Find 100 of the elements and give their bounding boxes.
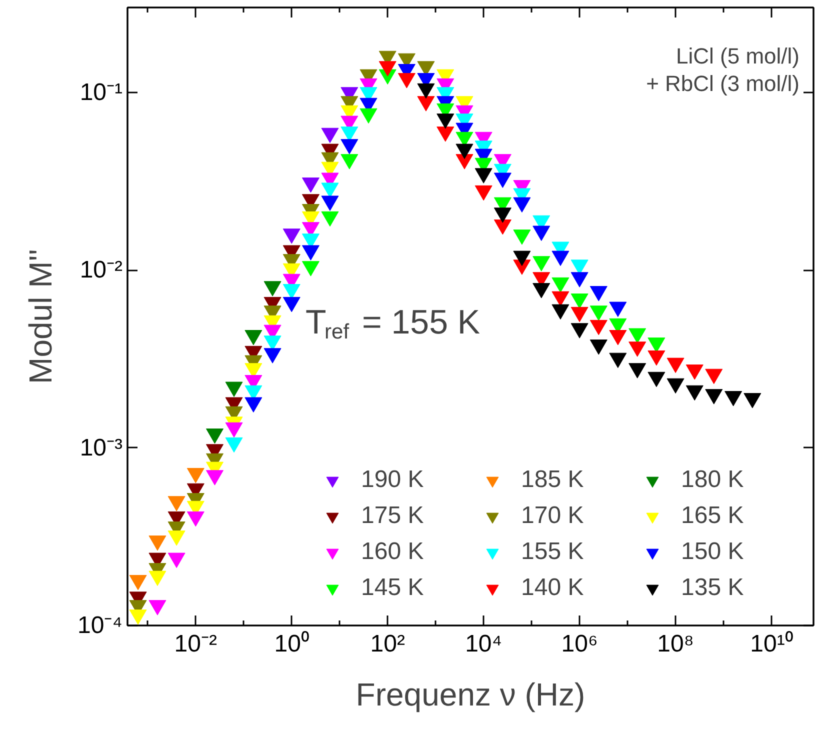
- point: [417, 96, 435, 112]
- y-tick-label: 10⁻³: [80, 434, 123, 462]
- point: [264, 281, 282, 296]
- point: [186, 511, 204, 527]
- point: [321, 128, 339, 144]
- point: [302, 261, 320, 276]
- x-tick-label: 10⁸: [657, 630, 694, 658]
- point: [264, 348, 282, 364]
- legend-label: 170 K: [521, 501, 585, 531]
- x-tick-label: 10⁻²: [174, 630, 218, 658]
- point: [302, 245, 320, 260]
- point: [474, 185, 492, 201]
- point: [474, 168, 492, 184]
- point: [705, 368, 723, 384]
- point: [666, 358, 684, 374]
- point: [513, 230, 531, 245]
- point: [168, 552, 186, 568]
- point: [552, 250, 570, 266]
- point: [321, 196, 339, 211]
- legend-label: 165 K: [681, 501, 745, 531]
- point: [590, 320, 608, 336]
- legend-label: 185 K: [521, 465, 585, 495]
- legend-label: 150 K: [681, 537, 745, 567]
- point: [417, 83, 435, 99]
- x-tick-label: 10⁶: [561, 630, 598, 658]
- point: [590, 340, 608, 355]
- point: [168, 530, 186, 546]
- legend-label: 175 K: [361, 501, 425, 531]
- point: [724, 391, 742, 406]
- point: [321, 182, 339, 198]
- point: [129, 610, 147, 625]
- point: [570, 272, 588, 288]
- x-tick-label: 10¹⁰: [750, 630, 793, 658]
- point: [628, 363, 646, 378]
- point: [590, 306, 608, 321]
- x-tick-label: 10⁴: [465, 630, 502, 658]
- point: [532, 226, 550, 241]
- point: [513, 197, 531, 213]
- point: [225, 422, 243, 438]
- point: [148, 536, 166, 551]
- point: [590, 286, 608, 302]
- point: [609, 352, 627, 368]
- point: [186, 468, 204, 484]
- y-tick-label: 10⁻²: [80, 256, 123, 284]
- point: [206, 428, 224, 444]
- x-axis-title: Frequenz ν (Hz): [356, 676, 586, 712]
- point: [570, 294, 588, 309]
- annotation: LiCl (5 mol/l) + RbCl (3 mol/l): [646, 44, 800, 96]
- point: [129, 574, 147, 590]
- point: [436, 126, 454, 142]
- point: [321, 211, 339, 227]
- point: [168, 496, 186, 512]
- point: [552, 277, 570, 293]
- point: [398, 73, 416, 88]
- point: [570, 306, 588, 322]
- legend-label: 145 K: [361, 573, 425, 603]
- y-axis-title: Modul M'': [22, 249, 58, 384]
- point: [456, 144, 474, 160]
- point: [282, 228, 300, 244]
- point: [494, 220, 512, 235]
- legend-label: 140 K: [521, 573, 585, 603]
- point: [148, 600, 166, 616]
- point: [225, 382, 243, 397]
- point: [282, 296, 300, 312]
- point: [666, 378, 684, 394]
- point: [378, 61, 396, 76]
- point: [705, 389, 723, 404]
- point: [340, 154, 358, 170]
- y-tick-label: 10⁻⁴: [77, 612, 123, 639]
- legend-label: 155 K: [521, 537, 585, 567]
- point: [609, 330, 627, 346]
- point: [532, 256, 550, 272]
- point: [532, 283, 550, 298]
- point: [686, 364, 704, 380]
- point: [513, 250, 531, 266]
- point: [648, 372, 666, 388]
- point: [570, 323, 588, 338]
- x-tick-label: 10²: [370, 630, 405, 658]
- point: [552, 304, 570, 320]
- point: [494, 172, 512, 188]
- point: [648, 350, 666, 366]
- point: [648, 338, 666, 353]
- point: [628, 328, 646, 344]
- point: [494, 208, 512, 223]
- y-tick-label: 10⁻¹: [80, 78, 123, 106]
- point: [744, 393, 762, 408]
- point: [244, 397, 262, 412]
- legend-label: 190 K: [361, 465, 425, 495]
- legend-label: 160 K: [361, 537, 425, 567]
- point: [244, 330, 262, 346]
- point: [628, 342, 646, 357]
- point: [225, 437, 243, 453]
- x-tick-label: 10⁰: [274, 630, 309, 658]
- point: [340, 139, 358, 154]
- point: [148, 570, 166, 586]
- point: [609, 302, 627, 317]
- point: [282, 284, 300, 300]
- point: [206, 470, 224, 486]
- point: [360, 108, 378, 124]
- legend-label: 135 K: [681, 573, 745, 603]
